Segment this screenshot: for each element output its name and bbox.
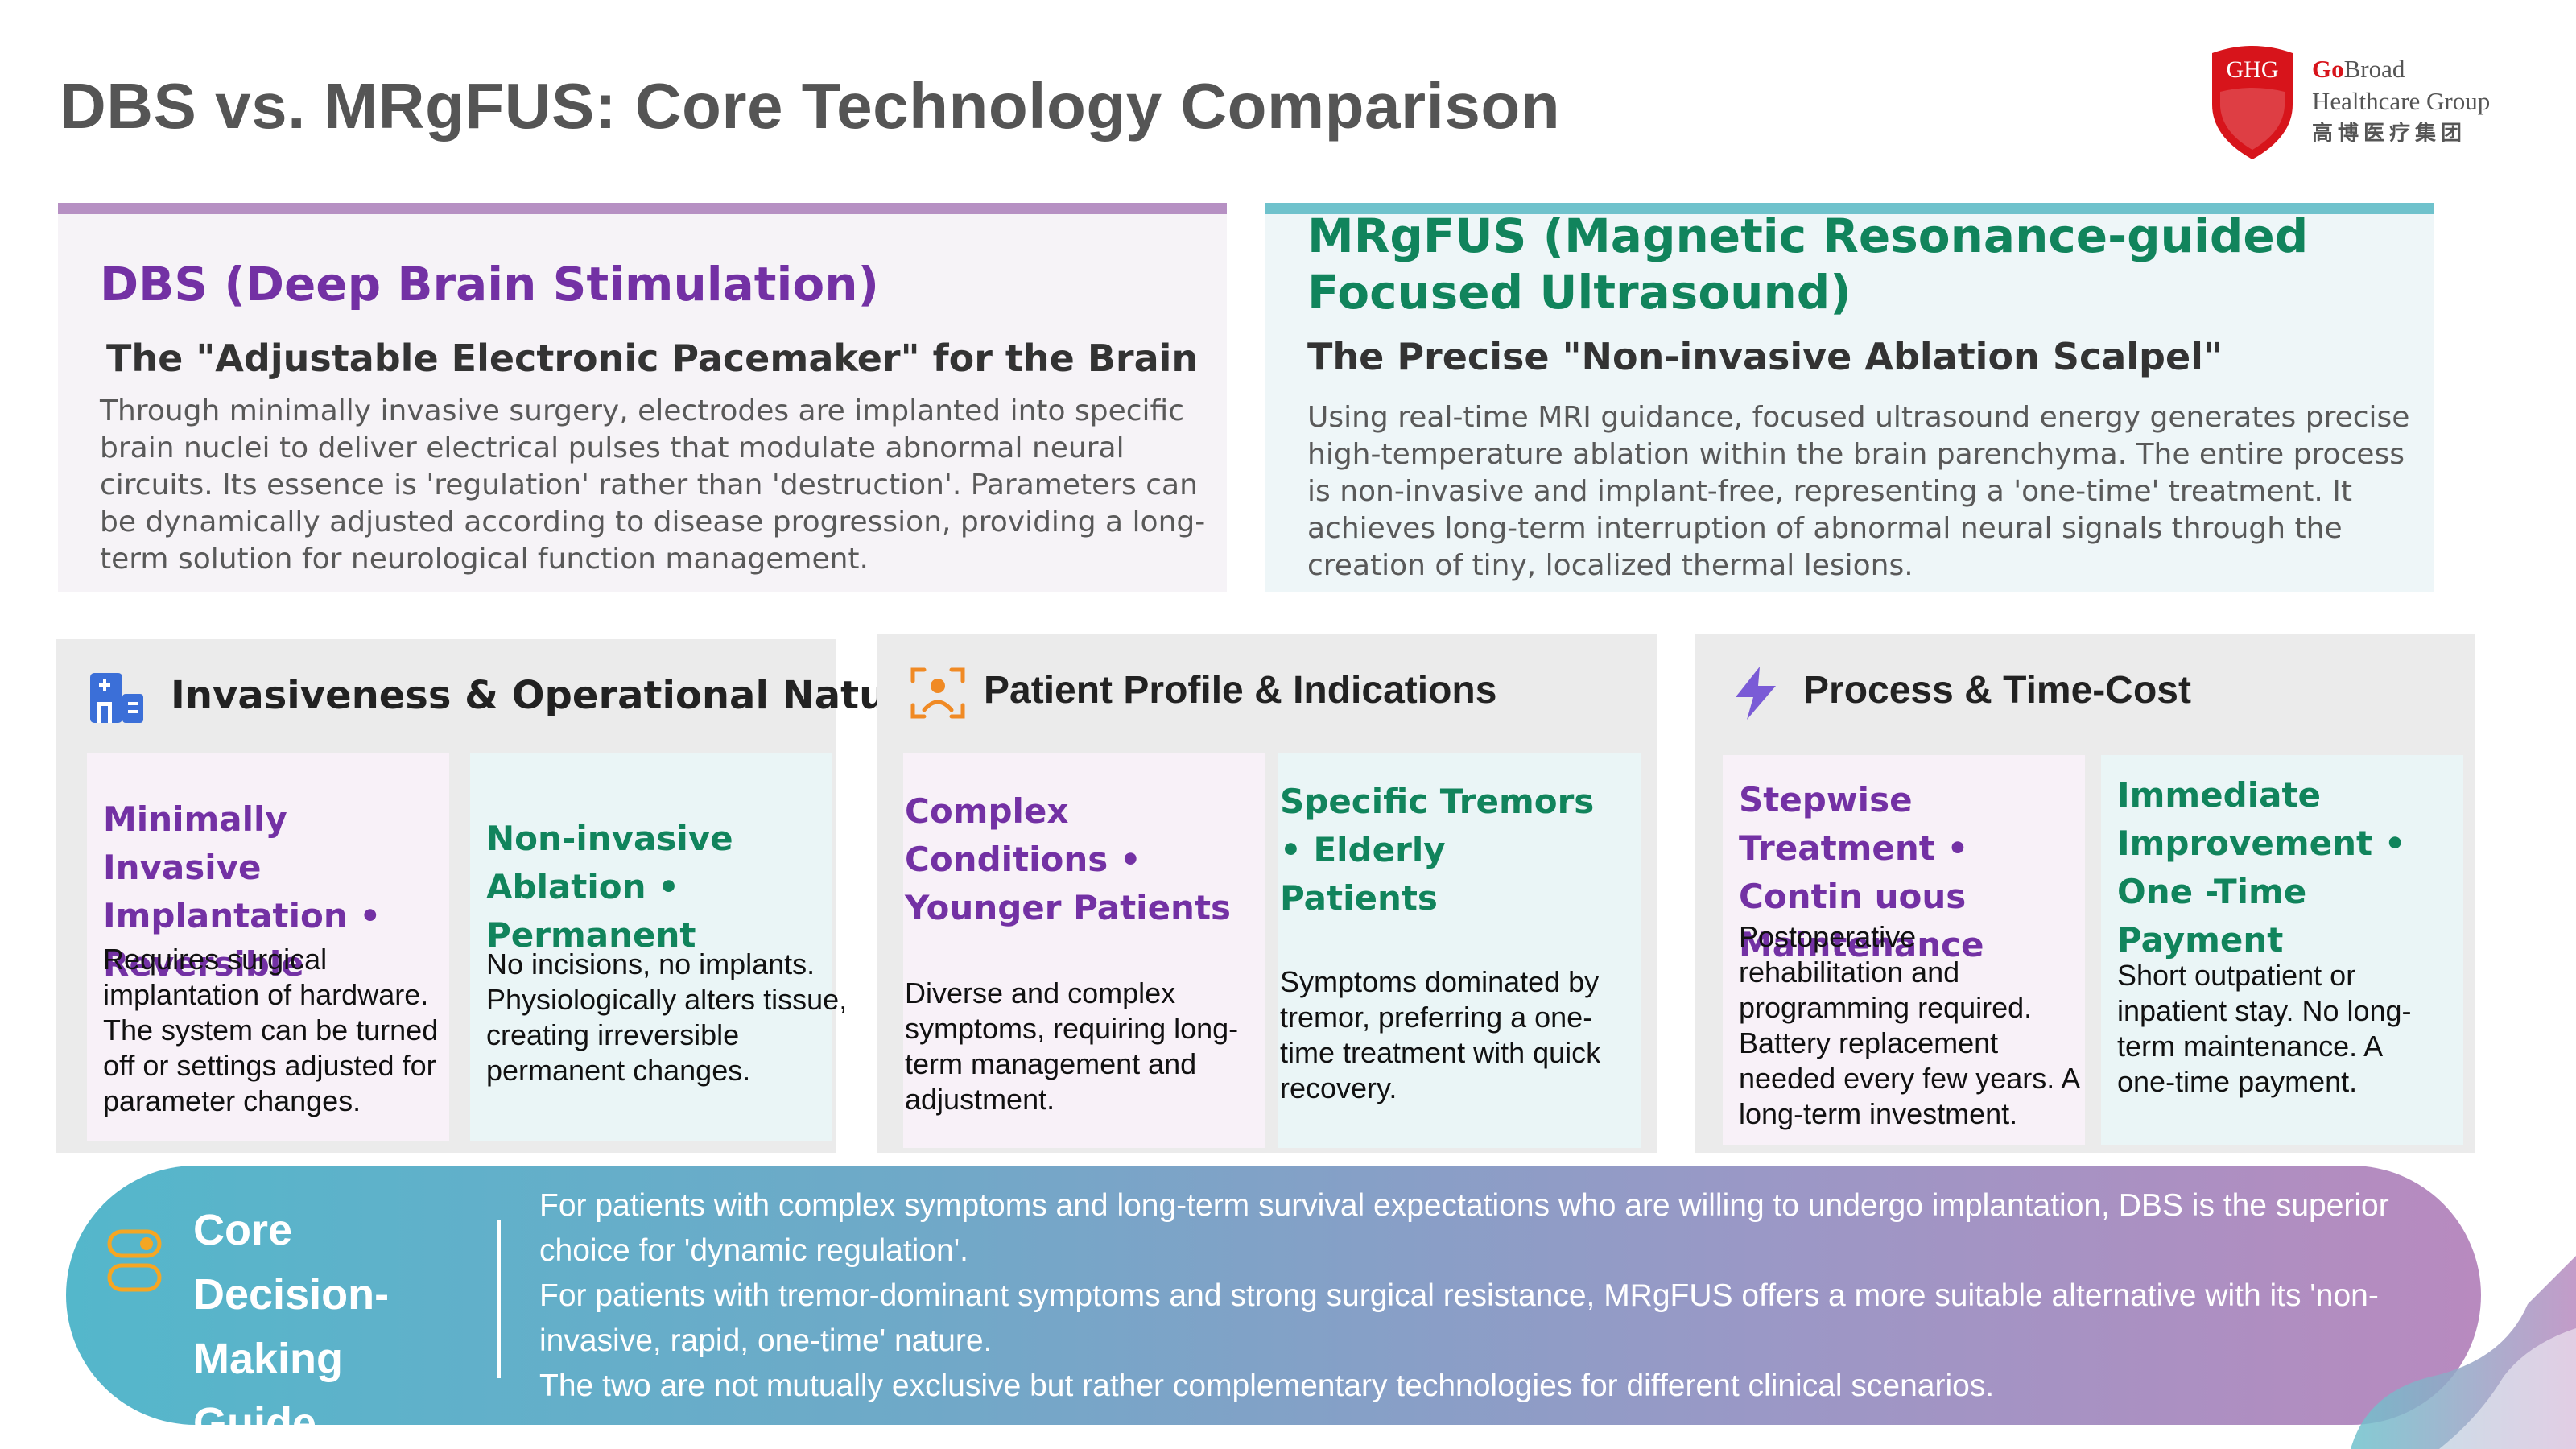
decision-guide-label: Core Decision-Making Guide [193, 1206, 390, 1447]
dbs-cell-body: Diverse and complex symptoms, requiring … [905, 976, 1239, 1116]
mrgfus-cell-heading: Non-invasive Ablation • Permanent [486, 819, 733, 955]
category-card-patient-profile: Patient Profile & Indications Complex Co… [877, 634, 1657, 1153]
dbs-cell-heading: Minimally Invasive Implantation • Revers… [103, 799, 382, 984]
decision-guide-banner: Core Decision-Making Guide For patients … [66, 1166, 2481, 1447]
mrgfus-cell-body: Symptoms dominated by tremor, preferring… [1280, 965, 1601, 1104]
decision-line-dbs: For patients with complex symptoms and l… [539, 1188, 2389, 1268]
category-card-invasiveness: Invasiveness & Operational Nature Minima… [56, 639, 932, 1153]
dbs-comparison-cell: Minimally Invasive Implantation • Revers… [87, 753, 449, 1141]
dbs-cell-body: Requires surgical implantation of hardwa… [103, 943, 439, 1117]
dbs-cell-heading: Complex Conditions • Younger Patients [905, 791, 1232, 927]
mrgfus-subtitle: The Precise "Non-invasive Ablation Scalp… [1307, 335, 2223, 378]
mrgfus-cell-body: Short outpatient or inpatient stay. No l… [2117, 959, 2412, 1098]
mrgfus-comparison-cell: Immediate Improvement • One -Time Paymen… [2101, 755, 2463, 1145]
page-title: DBS vs. MRgFUS: Core Technology Comparis… [60, 70, 1561, 142]
shield-logo-icon [2212, 46, 2293, 159]
mrgfus-description: Using real-time MRI guidance, focused ul… [1307, 401, 2410, 582]
mrgfus-comparison-cell: Non-invasive Ablation • Permanent No inc… [470, 753, 847, 1141]
mrgfus-cell-heading: Immediate Improvement • One -Time Paymen… [2117, 775, 2406, 960]
dbs-cell-body: Postoperative rehabilitation and program… [1739, 920, 2079, 1130]
logo-brand-text: GoBroad Healthcare Group 高博医疗集团 [2312, 55, 2491, 145]
decision-line-complementary: The two are not mutually exclusive but r… [539, 1368, 1995, 1403]
category-title: Patient Profile & Indications [984, 669, 1497, 712]
dbs-comparison-cell: Complex Conditions • Younger Patients Di… [903, 753, 1265, 1148]
mrgfus-overview-panel: MRgFUS (Magnetic Resonance-guided Focuse… [1265, 203, 2434, 592]
dbs-comparison-cell: Stepwise Treatment • Contin uous Mainten… [1723, 755, 2085, 1145]
dbs-overview-panel: DBS (Deep Brain Stimulation) The "Adjust… [58, 203, 1227, 592]
decision-guide-text: For patients with complex symptoms and l… [539, 1183, 2415, 1409]
lightning-icon [1736, 667, 1776, 720]
category-title: Invasiveness & Operational Nature [171, 673, 932, 718]
decision-toggle-icon [107, 1229, 162, 1292]
decision-line-mrgfus: For patients with tremor-dominant sympto… [539, 1278, 2379, 1358]
dbs-subtitle: The "Adjustable Electronic Pacemaker" fo… [106, 336, 1199, 380]
mrgfus-cell-heading: Specific Tremors • Elderly Patients [1280, 782, 1595, 918]
dbs-description: Through minimally invasive surgery, elec… [100, 394, 1206, 576]
logo-badge-text: GHG [2226, 56, 2279, 83]
hospital-icon [90, 673, 143, 723]
category-title: Process & Time-Cost [1803, 669, 2191, 712]
banner-divider [497, 1220, 501, 1378]
category-card-process-time-cost: Process & Time-Cost Stepwise Treatment •… [1695, 634, 2475, 1153]
user-focus-icon [910, 667, 965, 719]
dbs-title: DBS (Deep Brain Stimulation) [100, 257, 880, 312]
decorative-swoosh-graphic [2351, 1256, 2576, 1449]
mrgfus-title: MRgFUS (Magnetic Resonance-guided Focuse… [1307, 208, 2309, 320]
mrgfus-cell-body: No incisions, no implants. Physiological… [486, 947, 848, 1087]
company-logo: GHG GoBroad Healthcare Group 高博医疗集团 [2206, 42, 2528, 163]
mrgfus-comparison-cell: Specific Tremors • Elderly Patients Symp… [1278, 753, 1641, 1148]
dbs-cell-heading: Stepwise Treatment • Contin uous Mainten… [1739, 780, 1984, 964]
